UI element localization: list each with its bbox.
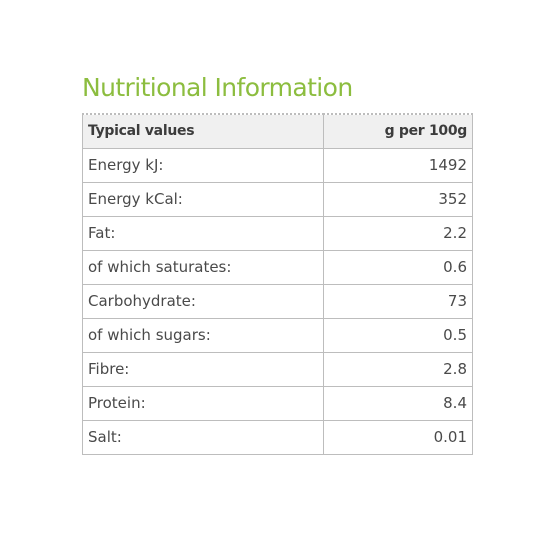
nutrient-label: Salt:: [82, 419, 324, 455]
nutrient-value: 2.2: [323, 215, 473, 251]
column-header-per-100g: g per 100g: [323, 113, 473, 149]
nutrient-label: Energy kCal:: [82, 181, 324, 217]
table-row: Protein: 8.4: [82, 385, 473, 421]
nutrient-label: Fibre:: [82, 351, 324, 387]
nutrient-value: 0.6: [323, 249, 473, 285]
nutrient-label: Protein:: [82, 385, 324, 421]
column-header-typical-values: Typical values: [82, 113, 324, 149]
nutrient-label: of which sugars:: [82, 317, 324, 353]
nutrient-value: 73: [323, 283, 473, 319]
nutrient-label: Fat:: [82, 215, 324, 251]
page-title: Nutritional Information: [82, 73, 353, 102]
nutrient-label: of which saturates:: [82, 249, 324, 285]
nutrient-value: 0.5: [323, 317, 473, 353]
nutrient-value: 0.01: [323, 419, 473, 455]
nutrient-label: Carbohydrate:: [82, 283, 324, 319]
table-row: Salt: 0.01: [82, 419, 473, 455]
table-row: Fibre: 2.8: [82, 351, 473, 387]
table-header-row: Typical values g per 100g: [82, 113, 473, 149]
nutrition-panel: Nutritional Information Typical values g…: [82, 70, 473, 455]
table-row: Energy kCal: 352: [82, 181, 473, 217]
nutrient-value: 2.8: [323, 351, 473, 387]
table-row: Energy kJ: 1492: [82, 147, 473, 183]
nutrition-table: Typical values g per 100g Energy kJ: 149…: [82, 113, 473, 455]
nutrient-label: Energy kJ:: [82, 147, 324, 183]
table-row: of which sugars: 0.5: [82, 317, 473, 353]
nutrient-value: 1492: [323, 147, 473, 183]
table-row: Carbohydrate: 73: [82, 283, 473, 319]
table-row: of which saturates: 0.6: [82, 249, 473, 285]
nutrient-value: 352: [323, 181, 473, 217]
table-row: Fat: 2.2: [82, 215, 473, 251]
nutrient-value: 8.4: [323, 385, 473, 421]
